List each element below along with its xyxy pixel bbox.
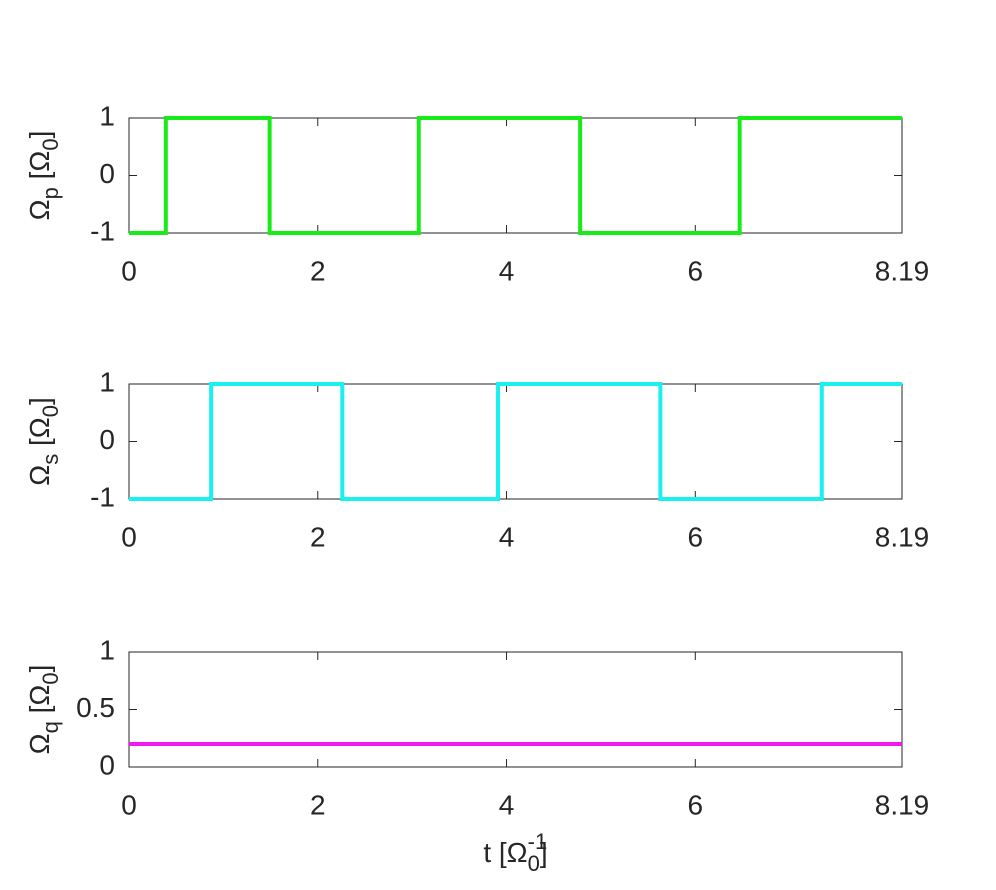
x-tick-label: 8.19 bbox=[875, 521, 930, 552]
x-axis-label-part: ] bbox=[540, 837, 548, 868]
x-axis-label: t [Ω-1 0] bbox=[483, 829, 547, 876]
y-axis-label-part: [Ω bbox=[24, 417, 55, 454]
x-tick-label: 4 bbox=[499, 521, 515, 552]
x-tick-label: 4 bbox=[499, 255, 515, 286]
y-tick-label: 0 bbox=[99, 749, 115, 780]
x-tick-label: 6 bbox=[688, 521, 704, 552]
y-axis-label-part: ] bbox=[24, 131, 55, 139]
y-axis-label-part: Ω bbox=[24, 465, 55, 486]
data-line bbox=[129, 382, 902, 501]
y-axis-label-part: Ω bbox=[24, 733, 55, 754]
x-tick-label: 8.19 bbox=[875, 255, 930, 286]
x-tick-label: 4 bbox=[499, 789, 515, 820]
x-tick-label: 0 bbox=[121, 521, 137, 552]
x-axis-label-part: t [Ω bbox=[483, 837, 527, 868]
y-axis-label-part: 0 bbox=[38, 138, 63, 150]
x-axis-label-part: 0 bbox=[528, 851, 540, 876]
y-axis-label-part: ] bbox=[24, 397, 55, 405]
y-axis-label-part: p bbox=[38, 187, 63, 199]
y-axis-label: Ωs [Ω0] bbox=[24, 397, 62, 485]
y-axis-label-part: [Ω bbox=[24, 685, 55, 722]
y-axis-label-part: s bbox=[38, 454, 63, 465]
x-tick-label: 2 bbox=[310, 521, 326, 552]
y-tick-label: 1 bbox=[99, 100, 115, 131]
y-tick-label: 0.5 bbox=[76, 692, 115, 723]
y-axis-label-part: 0 bbox=[38, 672, 63, 684]
x-tick-label: 6 bbox=[688, 255, 704, 286]
y-tick-label: 1 bbox=[99, 634, 115, 665]
y-axis-label-part: [Ω bbox=[24, 151, 55, 188]
x-tick-label: 2 bbox=[310, 789, 326, 820]
axes-box bbox=[128, 651, 903, 768]
y-axis-label-part: q bbox=[38, 721, 63, 733]
axes-box bbox=[128, 383, 903, 500]
x-tick-label: 6 bbox=[688, 789, 704, 820]
x-axis-label-part: -1 bbox=[528, 829, 548, 854]
x-tick-label: 8.19 bbox=[875, 789, 930, 820]
y-axis-label-part: Ω bbox=[24, 199, 55, 220]
y-axis-label: Ωq [Ω0] bbox=[24, 665, 62, 755]
y-tick-label: -1 bbox=[90, 215, 115, 246]
x-tick-label: 2 bbox=[310, 255, 326, 286]
data-line bbox=[129, 116, 902, 235]
y-tick-label: 1 bbox=[99, 366, 115, 397]
x-tick-label: 0 bbox=[121, 789, 137, 820]
y-tick-label: 0 bbox=[99, 158, 115, 189]
y-axis-label: Ωp [Ω0] bbox=[24, 131, 62, 221]
y-tick-label: 0 bbox=[99, 424, 115, 455]
x-tick-label: 0 bbox=[121, 255, 137, 286]
y-tick-label: -1 bbox=[90, 481, 115, 512]
axes-box bbox=[128, 117, 903, 234]
y-axis-label-part: ] bbox=[24, 665, 55, 673]
y-axis-label-part: 0 bbox=[38, 405, 63, 417]
